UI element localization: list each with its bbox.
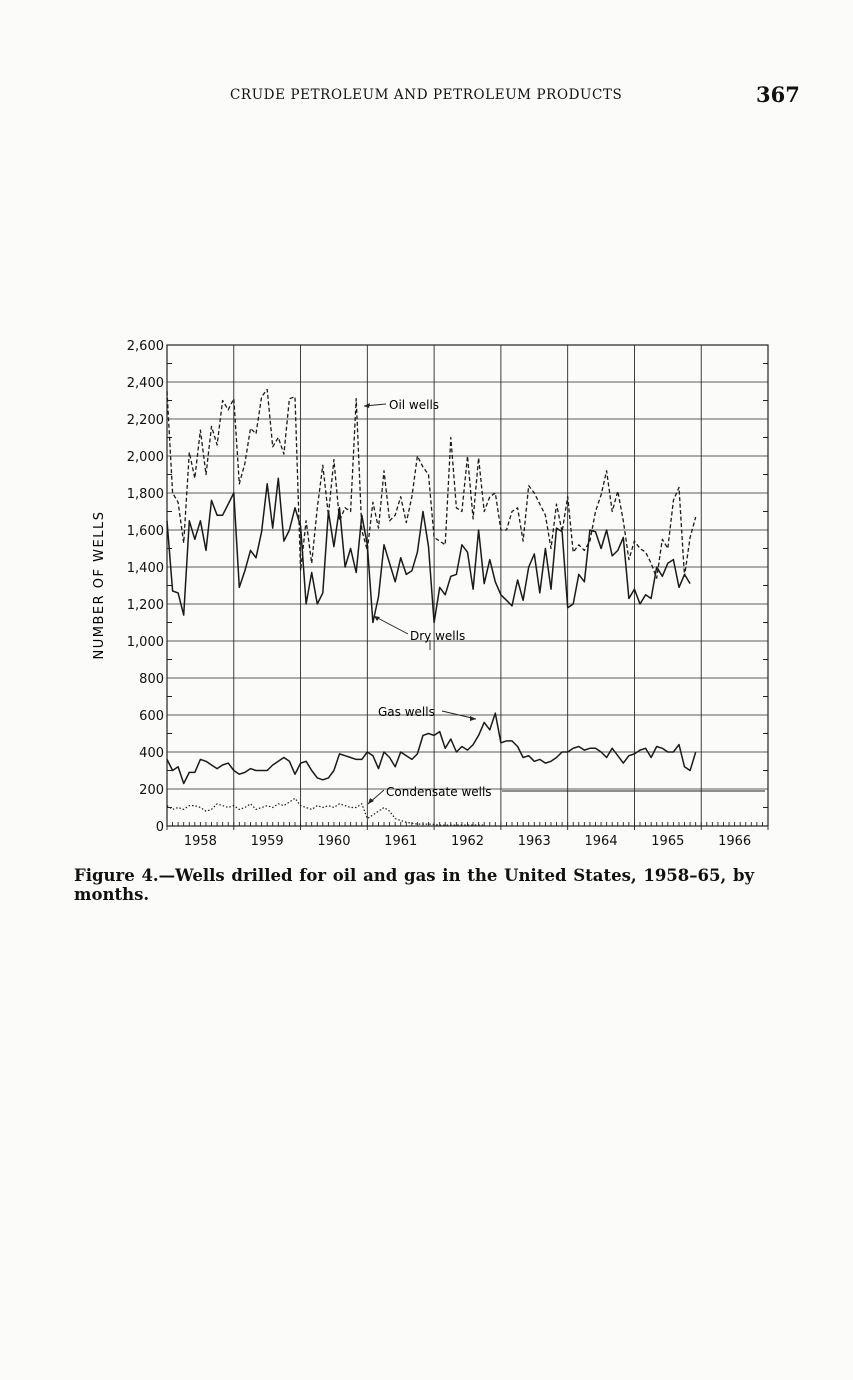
series-dry-wells xyxy=(166,477,691,624)
page-number: 367 xyxy=(756,82,800,107)
y-axis-label: NUMBER OF WELLS xyxy=(92,511,107,660)
chart-series xyxy=(166,388,697,826)
series-condensate-wells xyxy=(166,797,485,826)
y-tick-label: 1,400 xyxy=(127,561,164,576)
condensate-arrowhead xyxy=(368,798,374,804)
x-year-label: 1965 xyxy=(651,834,684,849)
chart-annotations: Oil wells Dry wells Gas wells Condensate… xyxy=(363,398,765,805)
series-gas-wells xyxy=(166,712,697,785)
oil-wells-label: Oil wells xyxy=(389,398,439,412)
page-header: CRUDE PETROLEUM AND PETROLEUM PRODUCTS 3… xyxy=(0,82,853,112)
y-tick-label: 1,600 xyxy=(127,524,164,539)
running-head: CRUDE PETROLEUM AND PETROLEUM PRODUCTS xyxy=(230,87,623,103)
y-tick-label: 2,600 xyxy=(127,339,164,354)
y-tick-label: 2,400 xyxy=(127,376,164,391)
figure-caption: Figure 4.—Wells drilled for oil and gas … xyxy=(74,866,755,904)
plot-frame xyxy=(166,344,769,827)
x-year-label: 1964 xyxy=(585,834,618,849)
x-year-label: 1958 xyxy=(184,834,217,849)
gas-wells-label: Gas wells xyxy=(378,705,435,719)
oil-arrowhead xyxy=(364,403,370,408)
x-year-label: 1962 xyxy=(451,834,484,849)
y-tick-label: 1,200 xyxy=(127,598,164,613)
y-tick-label: 0 xyxy=(156,820,164,835)
chart-axes: 0 200 400 600 800 1,000 1,200 1,400 1,600 1,800 2,… xyxy=(127,339,769,849)
wells-drilled-chart: 0 200 400 600 800 1,000 1,200 1,400 1,600 1,800 2,… xyxy=(92,339,769,849)
y-tick-label: 400 xyxy=(139,746,164,761)
dry-arrowhead xyxy=(374,616,380,621)
x-year-label: 1966 xyxy=(718,834,751,849)
x-year-label: 1963 xyxy=(518,834,551,849)
chart-grid xyxy=(166,344,769,827)
dry-wells-leader xyxy=(373,615,409,635)
y-tick-label: 1,000 xyxy=(127,635,164,650)
x-year-label: 1960 xyxy=(317,834,350,849)
y-tick-label: 600 xyxy=(139,709,164,724)
y-tick-label: 800 xyxy=(139,672,164,687)
x-year-label: 1959 xyxy=(251,834,284,849)
series-oil-wells xyxy=(166,388,697,579)
y-tick-label: 2,000 xyxy=(127,450,164,465)
dry-wells-label: Dry wells xyxy=(410,629,465,643)
condensate-wells-label: Condensate wells xyxy=(386,785,492,799)
y-tick-label: 2,200 xyxy=(127,413,164,428)
gas-arrowhead xyxy=(470,716,476,721)
y-tick-label: 1,800 xyxy=(127,487,164,502)
x-year-label: 1961 xyxy=(384,834,417,849)
y-tick-label: 200 xyxy=(139,783,164,798)
